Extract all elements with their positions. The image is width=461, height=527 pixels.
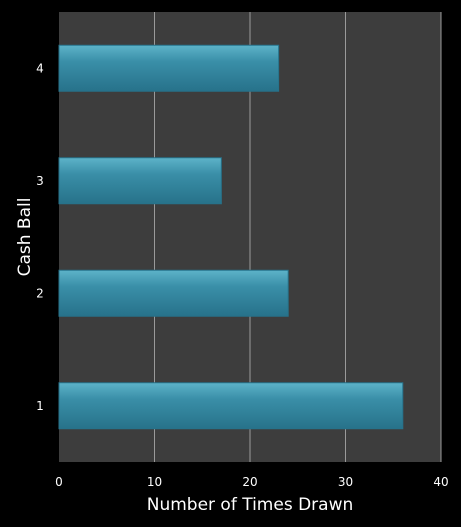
x-axis-ticks: 0 10 20 30 40 <box>55 475 448 489</box>
x-tick-label: 10 <box>147 475 162 489</box>
x-tick-label: 0 <box>55 475 63 489</box>
x-axis-title: Number of Times Drawn <box>147 495 354 515</box>
y-axis-ticks: 1 2 3 4 <box>36 61 44 413</box>
bar-cash-ball-3 <box>58 157 222 205</box>
bars <box>58 44 404 430</box>
x-tick-label: 20 <box>242 475 257 489</box>
y-tick-label: 2 <box>36 286 44 300</box>
y-tick-label: 1 <box>36 399 44 413</box>
x-tick-label: 40 <box>433 475 448 489</box>
y-axis-title: Cash Ball <box>15 198 35 277</box>
y-tick-label: 3 <box>36 174 44 188</box>
y-tick-label: 4 <box>36 61 44 75</box>
bar-cash-ball-4 <box>58 44 280 92</box>
bar-cash-ball-1 <box>58 382 404 430</box>
bar-cash-ball-2 <box>58 269 289 317</box>
x-tick-label: 30 <box>338 475 353 489</box>
